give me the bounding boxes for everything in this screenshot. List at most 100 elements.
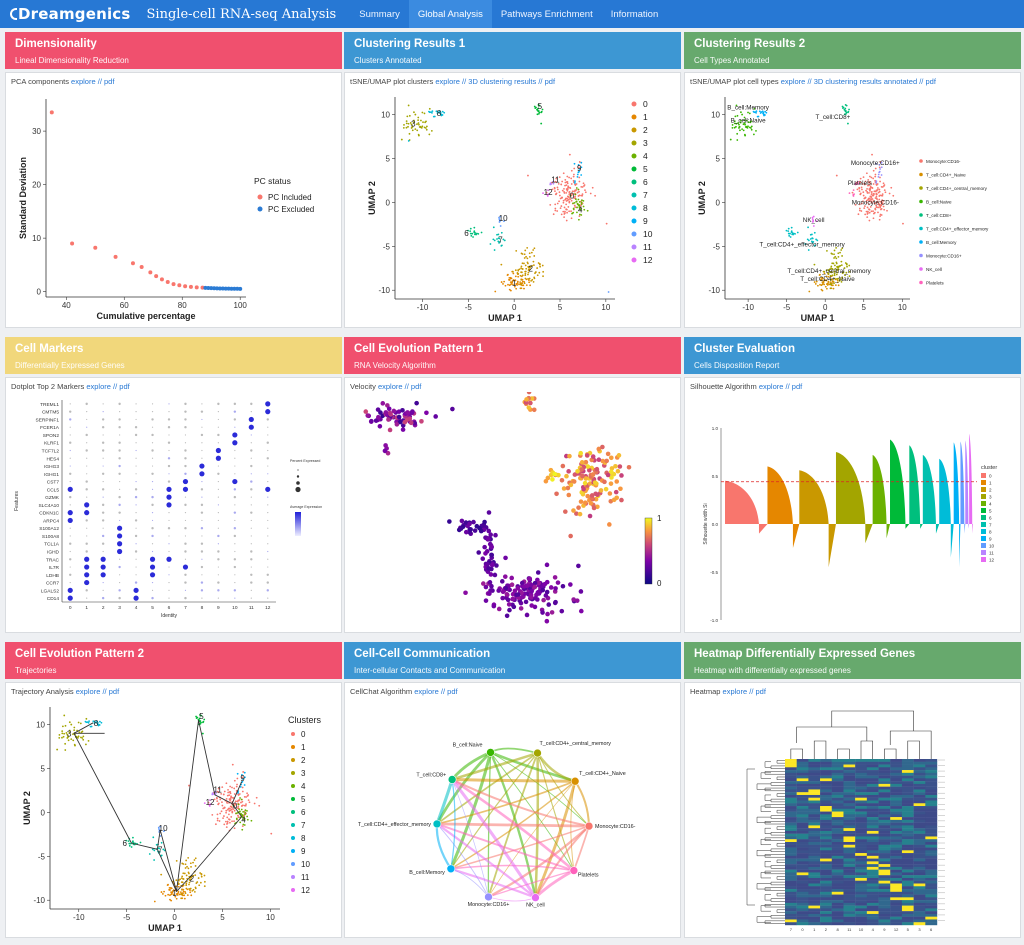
pdf-link[interactable]: pdf: [119, 382, 130, 391]
umap-point: [816, 284, 819, 287]
umap-point: [845, 263, 848, 265]
pdf-link[interactable]: pdf: [104, 77, 115, 86]
velocity-point: [561, 486, 567, 491]
umap-point: [546, 195, 549, 197]
dot-mark: [266, 573, 269, 577]
nav-pathways-enrichment[interactable]: Pathways Enrichment: [500, 8, 593, 20]
panel-title: Cluster Evaluation: [694, 343, 795, 355]
heatmap-cell: [796, 839, 809, 843]
pdf-link[interactable]: pdf: [791, 382, 803, 391]
dot-mark: [134, 495, 138, 499]
nav-global-analysis[interactable]: Global Analysis: [408, 0, 492, 28]
3d-annotated-link[interactable]: 3D clustering results annotated: [813, 77, 918, 86]
dot-mark: [233, 418, 237, 421]
dot-mark: [118, 589, 121, 592]
legend-swatch: [919, 199, 923, 204]
umap-point: [755, 110, 758, 113]
heatmap-cell: [796, 897, 809, 901]
heatmap-cell: [913, 869, 926, 873]
legend-label: T_cell:CD4+_effector_memory: [926, 227, 989, 232]
velocity-point: [487, 580, 493, 585]
velocity-point: [477, 525, 482, 531]
heatmap-cell: [808, 897, 821, 901]
heatmap-cell: [878, 913, 891, 917]
umap-point: [414, 113, 417, 116]
trajectory-point: [221, 786, 224, 789]
umap-point: [416, 123, 418, 126]
umap-point: [833, 253, 835, 256]
legend-swatch: [919, 267, 923, 271]
dot-mark: [167, 418, 171, 421]
heatmap-cell: [796, 872, 809, 876]
heatmap-cell: [901, 866, 914, 870]
velocity-point: [545, 475, 551, 481]
heatmap-cell: [843, 850, 856, 854]
umap-point: [497, 237, 500, 240]
dot-mark: [69, 535, 71, 537]
umap-point: [503, 280, 506, 283]
velocity-point: [510, 591, 516, 597]
umap-point: [848, 264, 851, 267]
velocity-point: [385, 403, 390, 408]
trajectory-point: [233, 779, 236, 782]
brand-logo[interactable]: Dreamgenics: [0, 0, 141, 28]
umap-point: [503, 220, 505, 223]
umap-point: [528, 281, 531, 284]
pdf-link[interactable]: pdf: [925, 77, 936, 86]
heatmap-cell: [913, 786, 926, 790]
pdf-link[interactable]: pdf: [755, 687, 766, 696]
explore-link[interactable]: explore: [435, 77, 460, 86]
trajectory-point: [181, 888, 183, 891]
legend-swatch: [291, 862, 295, 866]
explore-link[interactable]: explore: [722, 687, 748, 696]
heatmap-cell: [901, 861, 914, 865]
explore-link[interactable]: explore: [414, 687, 439, 696]
heatmap-cell: [890, 877, 903, 881]
dot-mark: [102, 434, 104, 436]
y-axis-label: Features: [14, 491, 20, 511]
3d-results-link[interactable]: 3D clustering results: [468, 77, 537, 86]
umap-point: [862, 176, 865, 179]
dot-mark: [135, 457, 137, 459]
pdf-link[interactable]: pdf: [544, 77, 556, 86]
explore-link[interactable]: explore: [780, 77, 806, 86]
heatmap-cell: [878, 864, 891, 868]
explore-link[interactable]: explore: [758, 382, 784, 391]
umap-point: [841, 255, 843, 257]
umap-point: [499, 220, 501, 223]
nav-summary[interactable]: Summary: [359, 8, 400, 20]
velocity-point: [571, 597, 576, 602]
pdf-link[interactable]: pdf: [447, 687, 458, 696]
umap-point: [879, 168, 882, 170]
umap-point: [566, 175, 569, 178]
umap-point: [561, 180, 564, 183]
umap-point: [875, 189, 878, 192]
heatmap-cell: [843, 803, 856, 807]
heatmap-cell: [843, 767, 856, 771]
umap-point: [741, 113, 744, 116]
panel-header: Cell Markers Differentially Expressed Gen…: [5, 337, 342, 374]
heatmap-cell: [901, 855, 914, 859]
umap-point: [581, 194, 584, 197]
heatmap-cell: [890, 836, 903, 840]
nav-information[interactable]: Information: [610, 8, 659, 20]
pdf-link[interactable]: pdf: [108, 687, 120, 696]
explore-link[interactable]: explore: [377, 382, 403, 391]
heatmap-cell: [808, 894, 821, 898]
explore-link[interactable]: explore: [71, 77, 96, 86]
umap-point: [880, 174, 883, 176]
trajectory-point: [188, 883, 190, 886]
explore-link[interactable]: explore: [86, 382, 111, 391]
umap-point: [858, 203, 861, 206]
pdf-link[interactable]: pdf: [410, 382, 422, 391]
legend-title: Clusters: [288, 715, 322, 725]
umap-point: [854, 182, 857, 185]
legend-label: 11: [989, 551, 994, 556]
umap-point: [843, 113, 846, 116]
explore-link[interactable]: explore: [75, 687, 101, 696]
umap-point: [521, 262, 524, 265]
velocity-point: [504, 592, 510, 597]
velocity-point: [619, 473, 624, 478]
heatmap-cell: [901, 880, 914, 884]
velocity-point: [575, 468, 580, 474]
